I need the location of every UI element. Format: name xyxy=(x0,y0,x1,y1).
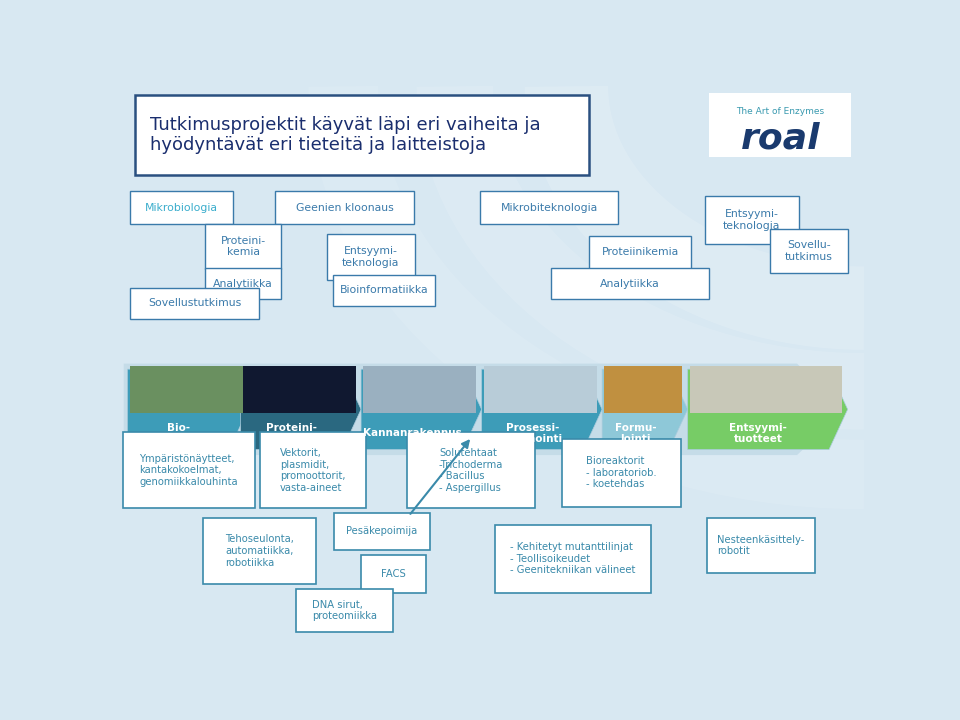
Text: Geenien kloonaus: Geenien kloonaus xyxy=(296,203,394,213)
Text: Bioreaktorit
- laboratoriob.
- koetehdas: Bioreaktorit - laboratoriob. - koetehdas xyxy=(587,456,657,490)
Text: Sovellu-
tutkimus: Sovellu- tutkimus xyxy=(785,240,833,262)
FancyBboxPatch shape xyxy=(333,513,430,550)
FancyBboxPatch shape xyxy=(709,93,852,158)
Text: Nesteenkäsittely-
robotit: Nesteenkäsittely- robotit xyxy=(717,535,804,557)
Text: Tutkimusprojektit käyvät läpi eri vaiheita ja
hyödyntävät eri tieteitä ja laitte: Tutkimusprojektit käyvät läpi eri vaihei… xyxy=(150,115,540,154)
FancyBboxPatch shape xyxy=(690,366,843,413)
Polygon shape xyxy=(128,369,248,449)
FancyBboxPatch shape xyxy=(333,275,436,306)
FancyBboxPatch shape xyxy=(297,589,393,632)
Polygon shape xyxy=(241,369,361,449)
Polygon shape xyxy=(687,369,848,449)
FancyBboxPatch shape xyxy=(134,95,588,175)
Text: Analytiikka: Analytiikka xyxy=(213,279,273,289)
Text: FACS: FACS xyxy=(381,569,406,579)
Text: Kannanrakennus: Kannanrakennus xyxy=(363,428,462,438)
FancyBboxPatch shape xyxy=(131,288,259,319)
FancyBboxPatch shape xyxy=(204,225,281,269)
FancyBboxPatch shape xyxy=(551,269,709,300)
FancyBboxPatch shape xyxy=(407,432,535,508)
Text: Proteiinikemia: Proteiinikemia xyxy=(601,247,679,257)
Text: Ympäristönäytteet,
kantakokoelmat,
genomiikkalouhinta: Ympäristönäytteet, kantakokoelmat, genom… xyxy=(139,454,238,487)
FancyBboxPatch shape xyxy=(131,192,233,225)
Text: Mikrobiologia: Mikrobiologia xyxy=(145,203,218,213)
FancyBboxPatch shape xyxy=(243,366,356,413)
FancyBboxPatch shape xyxy=(705,196,799,244)
Text: Analytiikka: Analytiikka xyxy=(600,279,660,289)
Polygon shape xyxy=(602,369,687,449)
FancyBboxPatch shape xyxy=(326,234,415,280)
Text: Proteini-
muokkaus: Proteini- muokkaus xyxy=(261,423,322,444)
FancyBboxPatch shape xyxy=(363,366,476,413)
FancyBboxPatch shape xyxy=(130,366,243,413)
Text: Vektorit,
plasmidit,
promoottorit,
vasta-aineet: Vektorit, plasmidit, promoottorit, vasta… xyxy=(280,448,346,492)
Text: Bioinformatiikka: Bioinformatiikka xyxy=(340,285,428,295)
FancyBboxPatch shape xyxy=(361,555,426,593)
Text: roal: roal xyxy=(740,122,820,156)
FancyBboxPatch shape xyxy=(589,235,690,269)
FancyBboxPatch shape xyxy=(204,518,317,584)
Text: Pesäkepoimija: Pesäkepoimija xyxy=(347,526,418,536)
Text: Solutehtaat
-Trichoderma
- Bacillus
- Aspergillus: Solutehtaat -Trichoderma - Bacillus - As… xyxy=(439,448,503,492)
FancyBboxPatch shape xyxy=(605,366,683,413)
Text: DNA sirut,
proteomiikka: DNA sirut, proteomiikka xyxy=(312,600,377,621)
Text: Entsyymi-
teknologia: Entsyymi- teknologia xyxy=(342,246,399,268)
FancyBboxPatch shape xyxy=(484,366,597,413)
FancyBboxPatch shape xyxy=(562,439,681,507)
Text: Formu-
lointi: Formu- lointi xyxy=(614,423,657,444)
Polygon shape xyxy=(482,369,602,449)
Text: Entsyymi-
teknologia: Entsyymi- teknologia xyxy=(723,210,780,231)
FancyBboxPatch shape xyxy=(495,525,651,593)
Text: The Art of Enzymes: The Art of Enzymes xyxy=(736,107,825,117)
Text: Bio-
diversiteetti: Bio- diversiteetti xyxy=(142,423,215,444)
FancyBboxPatch shape xyxy=(480,192,618,225)
FancyBboxPatch shape xyxy=(770,229,848,273)
Text: Sovellustutkimus: Sovellustutkimus xyxy=(148,298,241,308)
Text: Prosessi-
optimointi: Prosessi- optimointi xyxy=(502,423,564,444)
Polygon shape xyxy=(124,364,846,455)
Polygon shape xyxy=(361,369,482,449)
Text: Tehoseulonta,
automatiikka,
robotiikka: Tehoseulonta, automatiikka, robotiikka xyxy=(226,534,295,567)
FancyBboxPatch shape xyxy=(276,192,414,225)
Text: Mikrobiteknologia: Mikrobiteknologia xyxy=(501,203,598,213)
FancyBboxPatch shape xyxy=(260,432,366,508)
FancyBboxPatch shape xyxy=(204,269,281,300)
Text: Entsyymi-
tuotteet: Entsyymi- tuotteet xyxy=(730,423,787,444)
Text: Proteini-
kemia: Proteini- kemia xyxy=(221,236,266,258)
FancyBboxPatch shape xyxy=(707,518,815,573)
FancyBboxPatch shape xyxy=(123,432,254,508)
Text: - Kehitetyt mutanttilinjat
- Teollisoikeudet
- Geenitekniikan välineet: - Kehitetyt mutanttilinjat - Teollisoike… xyxy=(511,542,636,575)
